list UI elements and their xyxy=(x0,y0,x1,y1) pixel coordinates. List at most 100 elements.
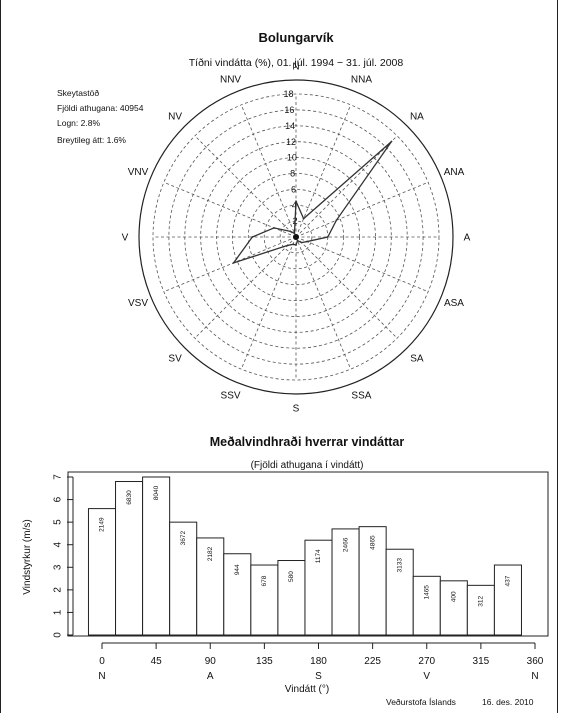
radial-tick-label: 10 xyxy=(287,153,297,163)
y-tick-label: 7 xyxy=(53,474,64,480)
frequency-point xyxy=(300,241,303,244)
observation-count-label: 580 xyxy=(288,571,295,582)
frequency-point xyxy=(326,236,329,238)
direction-label: N xyxy=(292,62,299,73)
x-tick-label: 315 xyxy=(473,656,490,667)
windspeed-bar xyxy=(439,580,468,636)
windspeed-bar xyxy=(277,560,306,636)
observation-count-label: 6830 xyxy=(126,490,133,505)
direction-label: A xyxy=(464,233,471,244)
observation-count-label: 3672 xyxy=(180,531,187,546)
radial-tick-label: 6 xyxy=(291,184,296,194)
x-tick-label: 45 xyxy=(151,656,163,667)
observation-count-label: 437 xyxy=(505,575,512,586)
y-tick-label: 2 xyxy=(53,587,64,593)
station-type: Skeytastöð xyxy=(57,88,100,98)
direction-label: SSA xyxy=(351,390,371,401)
observation-count-label: 3133 xyxy=(396,558,403,573)
direction-label: V xyxy=(122,233,129,244)
x-tick-label: 360 xyxy=(527,656,544,667)
observation-count-label: 8040 xyxy=(153,485,160,500)
y-tick-label: 6 xyxy=(53,496,64,502)
radar-title: Bolungarvík xyxy=(258,30,334,45)
radar-grid-ring xyxy=(232,173,360,301)
x-axis-label: Vindátt (°) xyxy=(285,684,329,695)
windspeed-bar xyxy=(169,521,198,636)
frequency-point xyxy=(296,239,299,242)
radar-spoke xyxy=(295,135,398,238)
direction-label: SSV xyxy=(221,390,241,401)
wind-rose-chart: Bolungarvík Tíðni vindátta (%), 01. júl.… xyxy=(122,30,471,415)
radar-grid-ring xyxy=(279,220,313,254)
direction-label: ASA xyxy=(444,298,464,309)
bar-plot-box xyxy=(67,471,549,637)
radial-tick-label: 16 xyxy=(284,105,294,115)
observation-count-label: 1174 xyxy=(315,549,322,563)
observation-count-label: 678 xyxy=(261,575,268,586)
y-tick-label: 3 xyxy=(53,564,64,570)
radial-tick-label: 12 xyxy=(286,137,296,147)
radar-center-dot xyxy=(293,234,299,240)
x-tick-label: 135 xyxy=(256,656,273,667)
radial-tick-label: 8 xyxy=(290,169,295,179)
windspeed-bar xyxy=(142,476,171,636)
windspeed-bar xyxy=(250,564,279,636)
frequency-point xyxy=(286,244,289,247)
radar-spoke xyxy=(163,236,297,293)
radar-spoke xyxy=(240,236,297,370)
radar-spoke xyxy=(295,236,398,339)
radar-grid-ring xyxy=(247,188,345,286)
radar-plot-area: NNNANAANAAASASASSASSSVSVVSVVVNVNVNNV2468… xyxy=(122,62,471,415)
x-tick-label: 270 xyxy=(418,656,435,667)
direction-label: NV xyxy=(168,112,182,123)
direction-label: VSV xyxy=(128,298,148,309)
y-tick-label: 1 xyxy=(53,609,64,615)
observation-count-label: 2182 xyxy=(207,546,214,561)
observation-count: Fjöldi athugana: 40954 xyxy=(57,103,144,113)
windspeed-bar xyxy=(304,539,333,636)
windspeed-bar xyxy=(87,508,117,636)
radar-spoke xyxy=(240,104,297,238)
radar-outer-circle xyxy=(138,79,454,395)
frequency-point xyxy=(293,232,296,235)
observation-count-label: 2466 xyxy=(342,537,349,552)
direction-label: S xyxy=(293,404,300,415)
frequency-point xyxy=(251,236,254,238)
y-tick-label: 4 xyxy=(53,541,64,547)
y-tick-label: 0 xyxy=(53,632,64,638)
windspeed-bar xyxy=(196,537,225,636)
direction-label: VNV xyxy=(128,167,149,178)
observation-count-label: 312 xyxy=(478,596,485,607)
frequency-point xyxy=(273,226,275,229)
footer-organization: Veðurstofa Íslands xyxy=(386,697,456,707)
y-tick-label: 5 xyxy=(53,519,64,525)
windspeed-bar xyxy=(466,584,495,636)
x-tick-label: 225 xyxy=(364,656,381,667)
frequency-point xyxy=(232,261,235,264)
x-direction-label: V xyxy=(423,671,430,682)
radar-grid-ring xyxy=(152,93,440,381)
x-tick-label: 90 xyxy=(205,656,217,667)
radar-subtitle: Tíðni vindátta (%), 01. júl. 1994 − 31. … xyxy=(189,57,404,69)
calm-percent: Logn: 2.8% xyxy=(57,118,101,128)
windspeed-bar xyxy=(493,564,522,636)
radar-spoke xyxy=(295,104,352,238)
frequency-point xyxy=(295,200,297,203)
x-tick-label: 0 xyxy=(99,656,105,667)
radial-tick-label: 14 xyxy=(285,121,295,131)
bar-chart-title: Meðalvindhraði hverrar vindáttar xyxy=(210,435,405,449)
observation-count-label: 2149 xyxy=(99,517,106,532)
radial-tick-label: 18 xyxy=(284,89,294,99)
x-direction-label: A xyxy=(207,671,214,682)
x-tick-label: 180 xyxy=(310,656,327,667)
frequency-point xyxy=(306,240,308,243)
direction-label: NNV xyxy=(220,75,241,86)
observation-count-label: 944 xyxy=(234,564,241,575)
direction-label: NNA xyxy=(351,75,372,86)
y-axis-label: Vindstyrkur (m/s) xyxy=(22,519,33,594)
x-direction-label: S xyxy=(315,671,322,682)
radar-spoke xyxy=(295,181,429,238)
